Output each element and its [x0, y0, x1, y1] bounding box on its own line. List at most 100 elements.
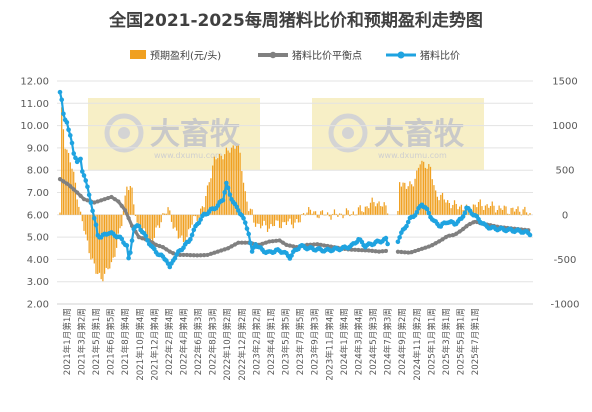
profit-bar: [435, 190, 437, 215]
ratio-point: [86, 192, 92, 198]
x-tick-label: 2021年6月第5周: [105, 308, 117, 375]
profit-bar: [134, 214, 137, 217]
profit-bar: [215, 159, 217, 215]
profit-bar: [431, 179, 433, 215]
profit-bar: [115, 214, 118, 248]
breakeven-point: [356, 247, 361, 253]
ratio-point: [73, 155, 78, 161]
profit-bar: [124, 195, 126, 215]
ratio-point: [71, 151, 77, 156]
profit-bar: [525, 212, 528, 215]
profit-bar: [62, 129, 65, 215]
x-tick-label: 2021年12月第4周: [148, 308, 160, 381]
profit-bar: [86, 214, 89, 241]
left-tick-label: 12.00: [20, 77, 49, 88]
breakeven-point: [71, 187, 76, 192]
profit-bar: [121, 214, 123, 227]
left-tick-label: 10.00: [20, 121, 49, 132]
profit-bar: [362, 212, 365, 215]
ratio-point: [88, 200, 94, 206]
profit-bar: [337, 214, 339, 217]
profit-bar: [153, 214, 155, 238]
profit-bar: [495, 212, 497, 215]
profit-bar: [287, 214, 289, 222]
breakeven-point: [263, 240, 268, 245]
profit-bar: [188, 214, 190, 230]
profit-bar: [81, 214, 83, 222]
breakeven-point: [68, 184, 73, 189]
profit-bar: [364, 206, 366, 215]
profit-bar: [119, 214, 121, 229]
watermark-logo-dot: [118, 127, 130, 139]
profit-bar: [383, 202, 385, 215]
profit-bar: [189, 214, 191, 228]
breakeven-point: [85, 198, 90, 203]
profit-bar: [73, 171, 75, 215]
x-tick-label: 2023年9月第3周: [309, 308, 321, 375]
ratio-point: [66, 127, 71, 133]
profit-bar: [256, 214, 258, 224]
profit-bar: [157, 214, 159, 226]
ratio-point: [129, 238, 135, 243]
breakeven-point: [370, 248, 375, 253]
profit-bar: [356, 214, 358, 216]
profit-bar: [450, 208, 452, 215]
breakeven-point: [402, 250, 407, 255]
breakeven-point: [222, 247, 227, 252]
profit-bar: [236, 146, 238, 215]
right-axis: -1000 -500 0 500 1000 1500: [550, 77, 579, 311]
ratio-point: [244, 226, 250, 231]
profit-bar: [412, 186, 414, 215]
right-tick-label: 500: [555, 166, 574, 177]
profit-bar: [273, 214, 276, 226]
x-tick-label: 2023年5月第5周: [280, 308, 292, 375]
profit-bar: [457, 209, 459, 215]
profit-bar: [165, 213, 167, 215]
watermark-site: www.dxumu.com: [154, 151, 223, 160]
profit-bar: [217, 158, 219, 215]
breakeven-point: [328, 244, 334, 249]
profit-bar: [519, 211, 521, 215]
ratio-point: [119, 236, 125, 242]
ratio-point: [404, 223, 409, 229]
profit-bar: [71, 168, 73, 215]
profit-bar: [93, 214, 95, 264]
profit-bar: [459, 206, 461, 215]
profit-bar: [90, 214, 92, 260]
profit-bar: [409, 181, 411, 215]
ratio-point: [59, 97, 65, 103]
profit-bar: [270, 214, 272, 225]
profit-bar: [301, 214, 303, 215]
breakeven-point: [215, 249, 220, 254]
profit-bar: [205, 195, 207, 215]
legend-ratio-marker: [397, 51, 405, 59]
ratio-point: [85, 184, 90, 190]
profit-bar: [423, 161, 425, 215]
ratio-point: [395, 239, 401, 245]
profit-bar: [426, 168, 428, 215]
legend: 预期盈利(元/头) 猪料比价平衡点 猪料比价: [130, 49, 460, 62]
profit-bar: [184, 214, 186, 245]
breakeven-point: [291, 244, 296, 249]
breakeven-point: [229, 244, 234, 249]
ratio-point: [289, 253, 294, 258]
breakeven-point: [226, 246, 231, 251]
ratio-point: [143, 233, 149, 239]
profit-bar: [167, 207, 169, 215]
left-tick-label: 4.00: [27, 255, 49, 266]
watermark-logo-icon: [104, 113, 144, 153]
breakeven-point: [277, 238, 282, 243]
profit-bar: [129, 186, 131, 215]
breakeven-point: [440, 237, 445, 242]
profit-bar: [275, 214, 277, 221]
profit-bar: [266, 214, 269, 232]
profit-bar: [472, 204, 475, 215]
breakeven-point: [433, 241, 438, 246]
profit-bar: [414, 178, 416, 215]
profit-bar: [416, 170, 418, 215]
left-tick-label: 6.00: [27, 210, 49, 221]
watermark-brand: 大畜牧: [150, 117, 241, 152]
ratio-point: [61, 111, 66, 117]
ratio-point: [527, 232, 533, 238]
